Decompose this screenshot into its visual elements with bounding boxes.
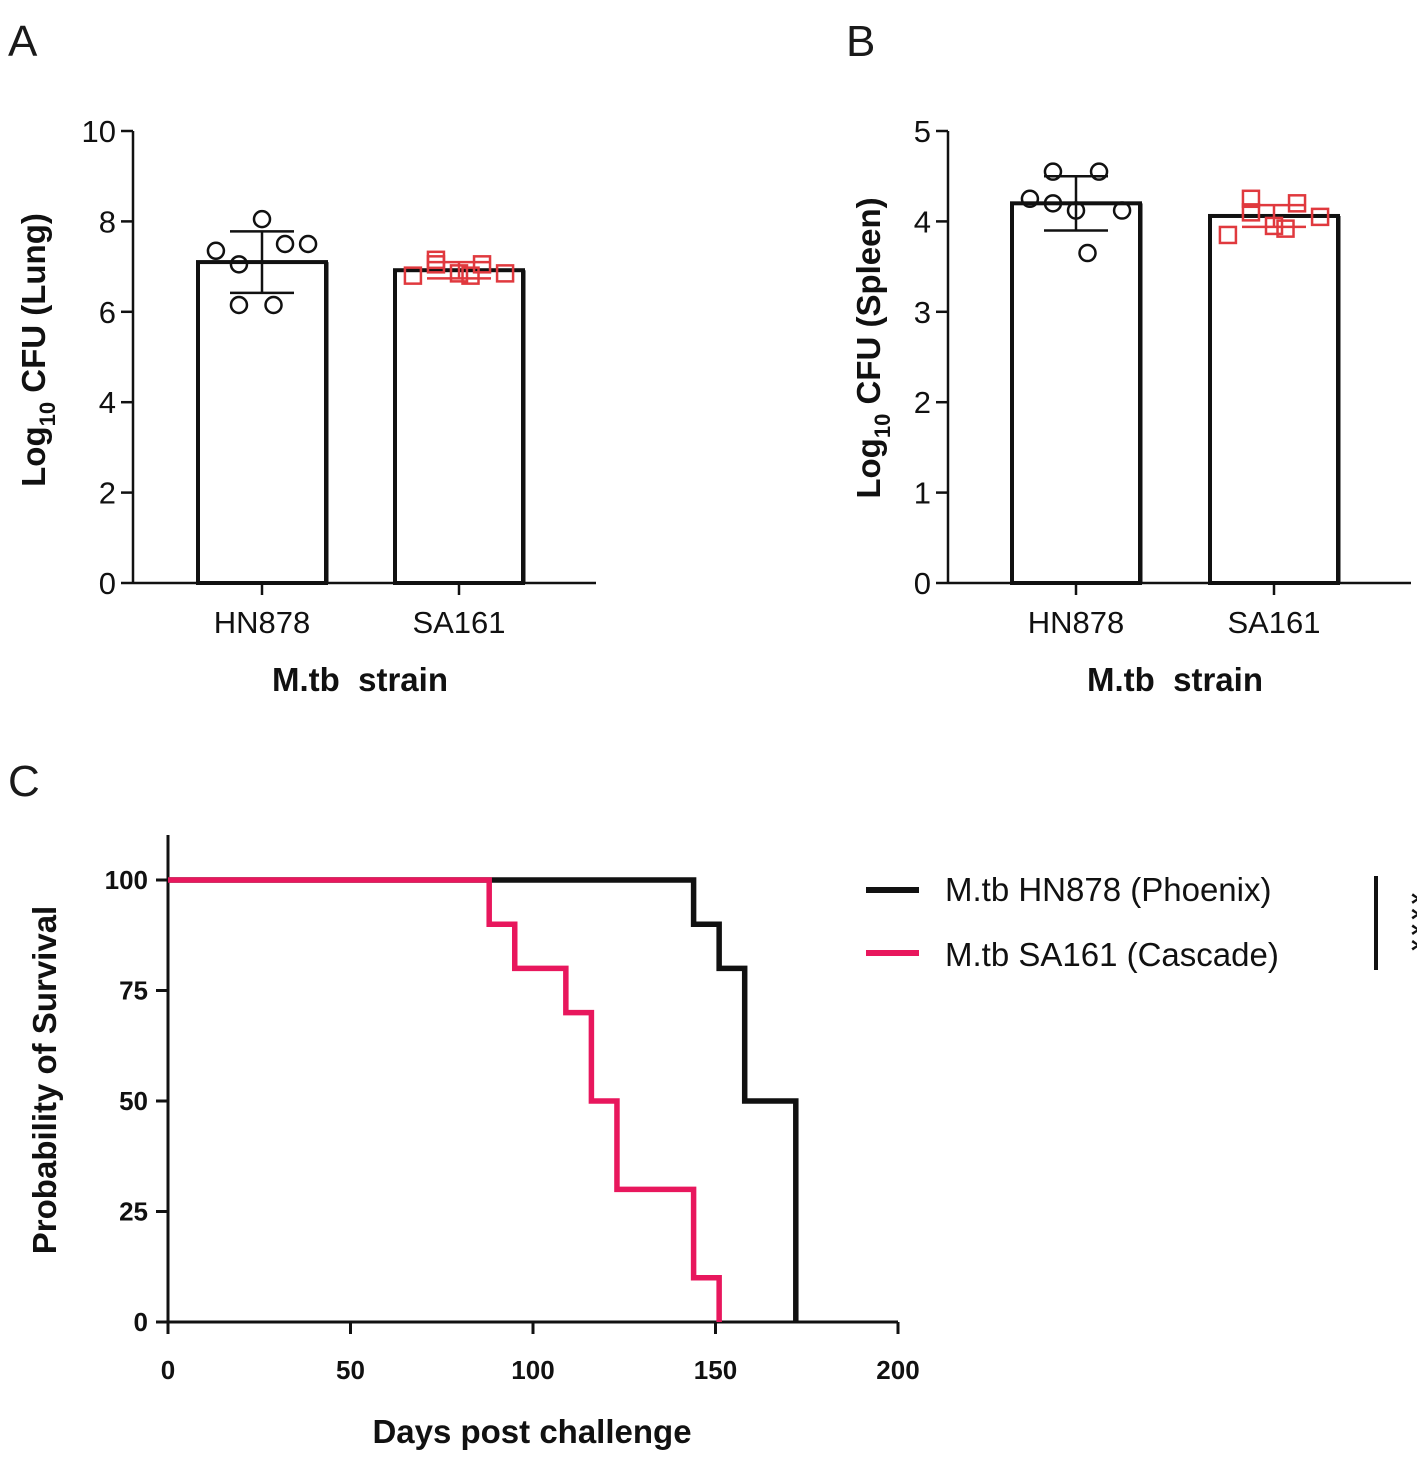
panel-b-x-tick-label-hn878: HN878 (1028, 605, 1125, 640)
panel-b-y-tick-label: 5 (914, 114, 931, 149)
panel-c-x-tick-label: 200 (876, 1355, 919, 1385)
panel-a-point (403, 266, 423, 285)
panel-a-x-axis-title: M.tb strain (272, 661, 448, 698)
panel-a-bar-sa161 (393, 268, 525, 585)
panel-a-point (206, 241, 226, 261)
panel-a-point (229, 295, 249, 315)
panel-a-ylabel-log: Log (15, 426, 52, 486)
panel-c-legend: M.tb HN878 (Phoenix) M.tb SA161 (Cascade… (866, 871, 1417, 973)
panel-letter-c: C (8, 757, 40, 806)
panel-letter-a: A (8, 17, 38, 66)
panel-a-y-tick-label: 10 (82, 114, 116, 149)
panel-b-point (1020, 189, 1040, 209)
panel-c-y-axis-title: Probability of Survival (26, 906, 63, 1254)
panel-b-y-tick-label: 2 (914, 385, 931, 420)
panel-c-x-tick-label: 50 (336, 1355, 365, 1385)
panel-c-y-tick-label: 75 (119, 976, 148, 1006)
significance-stars: **** (1389, 891, 1417, 953)
panel-c-series-line-hn878 (168, 877, 799, 1322)
panel-a-y-tick-label: 8 (99, 204, 116, 239)
panel-a-y-tick-label: 4 (99, 385, 116, 420)
panel-b-point (1043, 194, 1063, 213)
panel-a-ylabel-sub: 10 (35, 402, 60, 426)
panel-c-y-tick-label: 0 (134, 1307, 148, 1337)
panel-b-point (1218, 225, 1238, 245)
panel-c-x-tick-label: 100 (511, 1355, 554, 1385)
panel-b-point (1043, 162, 1063, 181)
panel-a-point (472, 255, 492, 274)
panel-b-ylabel-rest: CFU (Spleen) (850, 197, 887, 413)
panel-c-y-tick-label: 25 (119, 1197, 148, 1227)
panel-b-x-axis-title: M.tb strain (1087, 661, 1263, 698)
panel-b-y-axis-title: Log10 CFU (Spleen) (850, 197, 895, 498)
legend-label-sa161: M.tb SA161 (Cascade) (945, 936, 1279, 973)
panel-a-y-tick-label: 6 (99, 295, 116, 330)
panel-b-point (1089, 162, 1109, 181)
panel-b-y-tick-label: 1 (914, 476, 931, 511)
panel-a-x-tick-label-hn878: HN878 (214, 605, 311, 640)
panel-a-point (495, 264, 515, 283)
panel-a-y-axis-title: Log10 CFU (Lung) (15, 213, 60, 487)
panel-a-x-tick-label-sa161: SA161 (412, 605, 505, 640)
panel-b-y-tick-label: 3 (914, 295, 931, 330)
panel-b-y-tick-label: 4 (914, 204, 931, 239)
panel-a-y-tick-label: 2 (99, 476, 116, 511)
panel-b-point (1287, 194, 1307, 213)
panel-b-ylabel-sub: 10 (870, 414, 895, 438)
panel-b-point (1241, 189, 1261, 209)
panel-b-chart: 0 1 2 3 4 5 HN878 SA161 (914, 114, 1411, 640)
panel-c-y-tick-label: 50 (119, 1086, 148, 1116)
panel-b-point (1112, 201, 1132, 220)
panel-a-ylabel-rest: CFU (Lung) (15, 213, 52, 402)
panel-b-point (1310, 207, 1330, 227)
panel-b-point (1276, 219, 1295, 238)
panel-b-x-tick-label-sa161: SA161 (1227, 605, 1320, 640)
panel-a-bar-hn878 (196, 260, 328, 585)
panel-letter-b: B (846, 17, 875, 66)
panel-c-x-tick-label: 150 (694, 1355, 737, 1385)
panel-c-series-line-sa161 (168, 877, 722, 1322)
panel-a-chart: 0 2 4 6 8 10 HN878 SA161 (82, 114, 596, 640)
panel-b-bar-hn878 (1010, 201, 1142, 585)
panel-a-point (461, 266, 480, 285)
panel-b-y-tick-label: 0 (914, 566, 931, 601)
panel-a-point (275, 234, 295, 254)
panel-a-point (252, 209, 272, 229)
panel-c-x-axis-title: Days post challenge (372, 1413, 691, 1450)
panel-a-point (298, 234, 318, 254)
panel-b-ylabel-log: Log (850, 438, 887, 498)
panel-a-y-tick-label: 0 (99, 566, 116, 601)
panel-a-point (264, 295, 283, 315)
panel-c-y-tick-label: 100 (105, 865, 148, 895)
panel-b-point (1078, 243, 1097, 263)
panel-b-bar-sa161 (1208, 213, 1340, 585)
panel-c-x-tick-label: 0 (161, 1355, 175, 1385)
legend-label-hn878: M.tb HN878 (Phoenix) (945, 871, 1271, 908)
panel-a-point (426, 250, 446, 270)
panel-a-point (229, 255, 249, 274)
panel-c-chart: 0 25 50 75 100 0 50 100 150 200 (105, 835, 920, 1385)
